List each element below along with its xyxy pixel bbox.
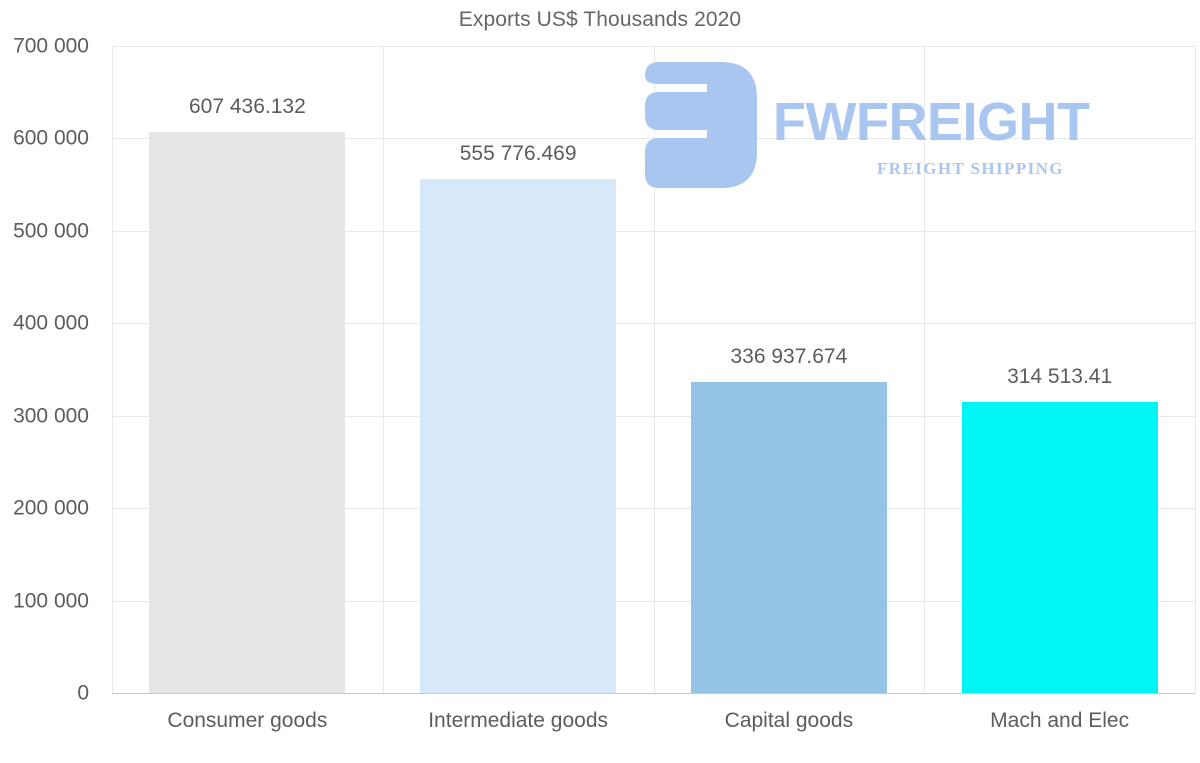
axis-baseline [112,693,1195,694]
y-axis-tick-label: 200 000 [13,496,89,520]
bar-value-label: 555 776.469 [459,142,577,166]
gridline-horizontal [112,508,1195,510]
y-axis-tick-label: 700 000 [13,34,89,58]
gridline-vertical [924,46,925,693]
gridline-horizontal [112,600,1195,602]
x-axis-tick-label: Intermediate goods [428,709,609,732]
bar[interactable] [690,381,887,693]
gridline-horizontal [112,415,1195,417]
y-axis-tick-label: 400 000 [13,311,89,335]
plot-area [112,46,1196,694]
bar-value-label: 336 937.674 [730,344,848,368]
gridline-vertical [654,46,655,693]
y-axis-tick-label: 100 000 [13,589,89,613]
gridline-horizontal [112,323,1195,325]
gridline-vertical [112,46,113,693]
bar[interactable] [961,402,1158,693]
bar-value-label: 314 513.41 [1007,365,1113,389]
y-axis-tick-label: 600 000 [13,126,89,150]
bar-value-label: 607 436.132 [188,94,306,118]
gridline-horizontal [112,46,1195,47]
y-axis-tick-label: 0 [77,681,89,705]
x-axis-tick-label: Consumer goods [167,709,328,732]
x-axis-tick-label: Mach and Elec [990,709,1130,732]
chart-title: Exports US$ Thousands 2020 [458,8,742,31]
y-axis-tick-label: 500 000 [13,219,89,243]
gridline-horizontal [112,230,1195,232]
gridline-vertical [383,46,384,693]
bar[interactable] [149,131,346,693]
y-axis-tick-label: 300 000 [13,404,89,428]
x-axis-tick-label: Capital goods [724,709,854,732]
bar[interactable] [420,179,617,693]
gridline-vertical [1195,46,1196,693]
